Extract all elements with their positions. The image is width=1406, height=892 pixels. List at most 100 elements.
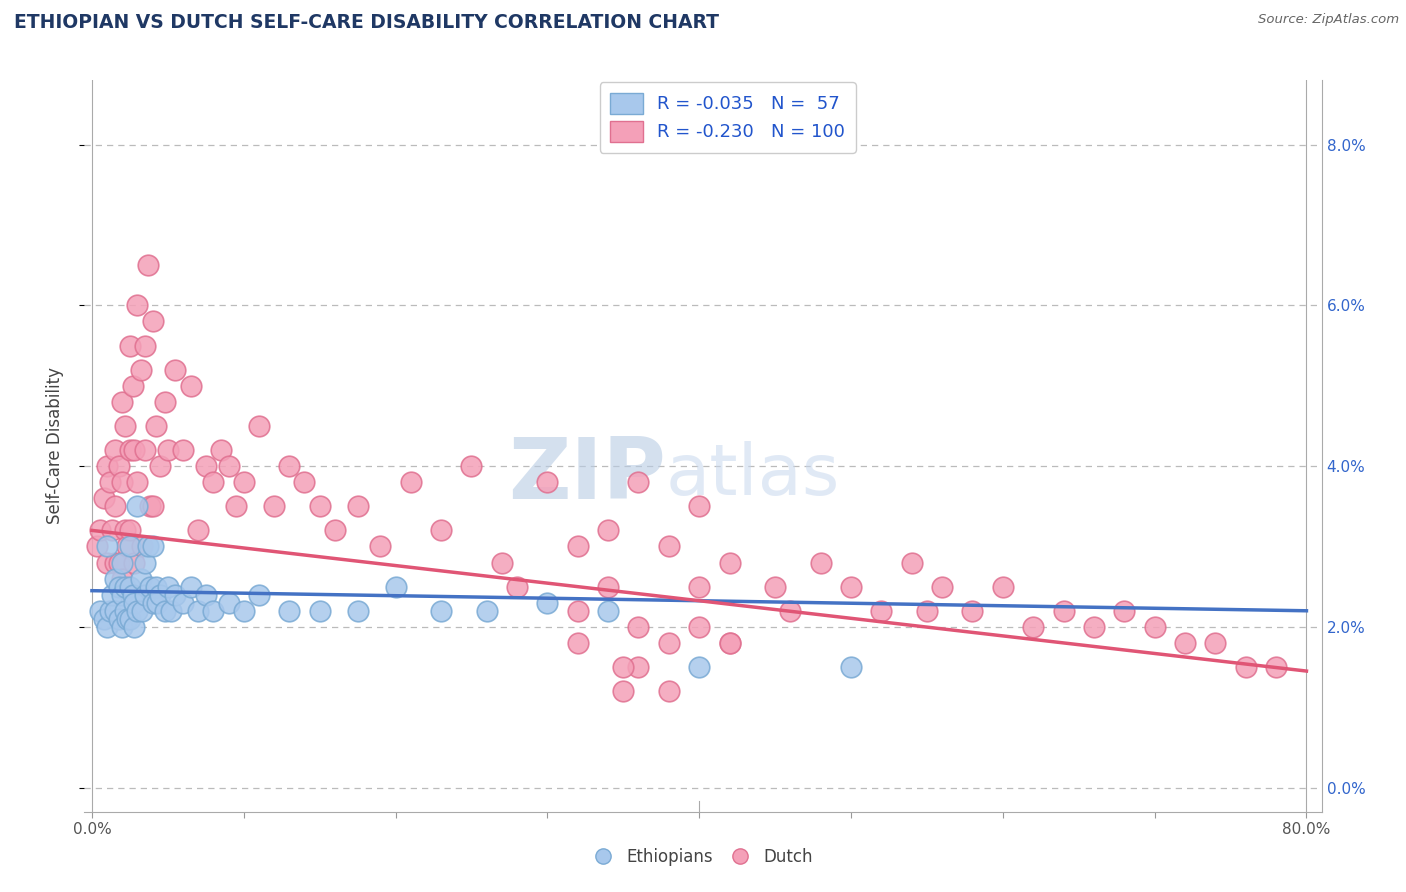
Point bbox=[839, 580, 862, 594]
Point bbox=[263, 500, 285, 514]
Point bbox=[839, 660, 862, 674]
Point bbox=[115, 540, 138, 554]
Point bbox=[127, 475, 149, 490]
Point bbox=[247, 418, 270, 433]
Point bbox=[180, 378, 202, 392]
Point bbox=[399, 475, 422, 490]
Point bbox=[104, 500, 127, 514]
Point bbox=[104, 556, 127, 570]
Point bbox=[688, 660, 710, 674]
Point bbox=[491, 556, 513, 570]
Point bbox=[1114, 604, 1136, 618]
Point bbox=[323, 524, 346, 538]
Point bbox=[870, 604, 893, 618]
Point bbox=[218, 596, 240, 610]
Point bbox=[96, 556, 118, 570]
Point bbox=[122, 588, 145, 602]
Point bbox=[122, 378, 145, 392]
Point bbox=[688, 620, 710, 634]
Point bbox=[129, 362, 152, 376]
Point bbox=[131, 604, 153, 618]
Point bbox=[1265, 660, 1288, 674]
Point bbox=[567, 636, 589, 650]
Point bbox=[98, 475, 121, 490]
Point bbox=[127, 298, 149, 312]
Point bbox=[108, 459, 131, 474]
Point bbox=[100, 524, 122, 538]
Text: ZIP: ZIP bbox=[508, 434, 666, 516]
Point bbox=[536, 596, 558, 610]
Point bbox=[160, 604, 183, 618]
Point bbox=[114, 524, 136, 538]
Point bbox=[247, 588, 270, 602]
Point bbox=[172, 443, 194, 458]
Point bbox=[1234, 660, 1257, 674]
Point bbox=[536, 475, 558, 490]
Point bbox=[1052, 604, 1074, 618]
Point bbox=[124, 620, 146, 634]
Point bbox=[114, 580, 136, 594]
Point bbox=[991, 580, 1014, 594]
Point bbox=[900, 556, 922, 570]
Point bbox=[136, 540, 159, 554]
Legend: Ethiopians, Dutch: Ethiopians, Dutch bbox=[586, 841, 820, 873]
Point bbox=[118, 580, 141, 594]
Point bbox=[114, 604, 136, 618]
Point bbox=[146, 596, 169, 610]
Point bbox=[232, 475, 254, 490]
Point bbox=[370, 540, 392, 554]
Point bbox=[104, 443, 127, 458]
Point bbox=[612, 660, 634, 674]
Text: Source: ZipAtlas.com: Source: ZipAtlas.com bbox=[1258, 13, 1399, 27]
Point bbox=[145, 580, 167, 594]
Point bbox=[114, 418, 136, 433]
Point bbox=[131, 540, 153, 554]
Point bbox=[627, 475, 650, 490]
Point bbox=[658, 684, 681, 698]
Point bbox=[134, 588, 156, 602]
Point bbox=[111, 475, 134, 490]
Point bbox=[89, 524, 111, 538]
Point bbox=[688, 580, 710, 594]
Point bbox=[718, 636, 741, 650]
Point bbox=[115, 612, 138, 626]
Point bbox=[96, 620, 118, 634]
Point bbox=[153, 394, 176, 409]
Point bbox=[127, 604, 149, 618]
Point bbox=[156, 443, 179, 458]
Point bbox=[1143, 620, 1166, 634]
Point bbox=[915, 604, 938, 618]
Point bbox=[89, 604, 111, 618]
Point bbox=[108, 580, 131, 594]
Point bbox=[142, 596, 165, 610]
Point bbox=[384, 580, 406, 594]
Point bbox=[187, 604, 209, 618]
Point bbox=[98, 604, 121, 618]
Point bbox=[612, 684, 634, 698]
Point bbox=[430, 524, 453, 538]
Point bbox=[209, 443, 232, 458]
Point bbox=[111, 588, 134, 602]
Point bbox=[134, 556, 156, 570]
Point bbox=[124, 596, 146, 610]
Point bbox=[346, 604, 368, 618]
Point bbox=[1083, 620, 1105, 634]
Text: atlas: atlas bbox=[666, 441, 841, 509]
Point bbox=[118, 443, 141, 458]
Point bbox=[111, 394, 134, 409]
Point bbox=[100, 588, 122, 602]
Point bbox=[567, 540, 589, 554]
Point bbox=[145, 418, 167, 433]
Point bbox=[202, 604, 225, 618]
Point bbox=[118, 338, 141, 352]
Point bbox=[138, 580, 160, 594]
Point bbox=[688, 500, 710, 514]
Point bbox=[598, 604, 620, 618]
Point bbox=[172, 596, 194, 610]
Point bbox=[278, 459, 301, 474]
Point bbox=[931, 580, 953, 594]
Point bbox=[187, 524, 209, 538]
Point bbox=[124, 556, 146, 570]
Point bbox=[111, 572, 134, 586]
Point bbox=[718, 636, 741, 650]
